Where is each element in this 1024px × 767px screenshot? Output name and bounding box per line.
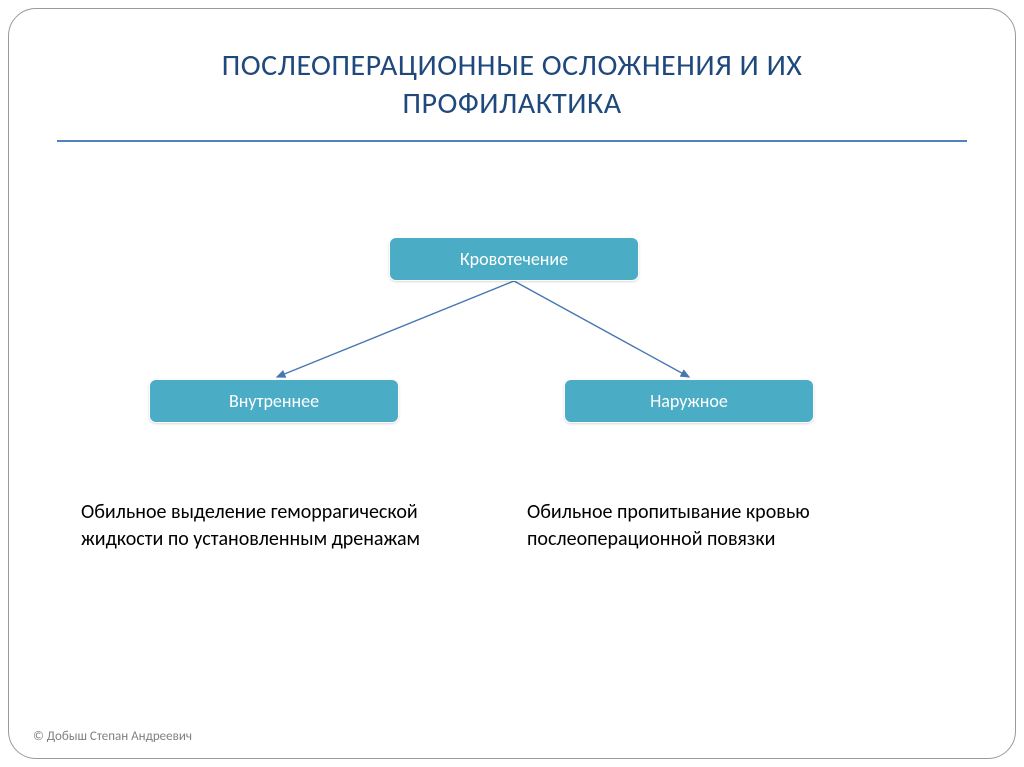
- description-right-line2: послеоперационной повязки: [527, 527, 775, 551]
- description-right: Обильное пропитывание кровью послеоперац…: [527, 499, 810, 553]
- node-right: Наружное: [564, 379, 814, 423]
- title-area: ПОСЛЕОПЕРАЦИОННЫЕ ОСЛОЖНЕНИЯ И ИХ ПРОФИЛ…: [9, 9, 1015, 142]
- footer-credit: © Добыш Степан Андреевич: [33, 729, 192, 744]
- description-left: Обильное выделение геморрагической жидко…: [81, 499, 420, 553]
- slide-frame: ПОСЛЕОПЕРАЦИОННЫЕ ОСЛОЖНЕНИЯ И ИХ ПРОФИЛ…: [8, 8, 1016, 759]
- edge-right: [514, 281, 689, 377]
- node-left: Внутреннее: [149, 379, 399, 423]
- title-line-2: ПРОФИЛАКТИКА: [402, 85, 621, 122]
- title-underline: [57, 140, 967, 142]
- node-root: Кровотечение: [389, 237, 639, 281]
- description-left-line2: жидкости по установленным дренажам: [81, 527, 420, 551]
- description-right-line1: Обильное пропитывание кровью: [527, 500, 810, 524]
- title-line-1: ПОСЛЕОПЕРАЦИОННЫЕ ОСЛОЖНЕНИЯ И ИХ: [222, 47, 803, 84]
- tree-diagram: Кровотечение Внутреннее Наружное: [9, 219, 1015, 519]
- description-left-line1: Обильное выделение геморрагической: [81, 500, 418, 524]
- slide-title: ПОСЛЕОПЕРАЦИОННЫЕ ОСЛОЖНЕНИЯ И ИХ ПРОФИЛ…: [222, 47, 803, 122]
- edge-left: [277, 281, 514, 377]
